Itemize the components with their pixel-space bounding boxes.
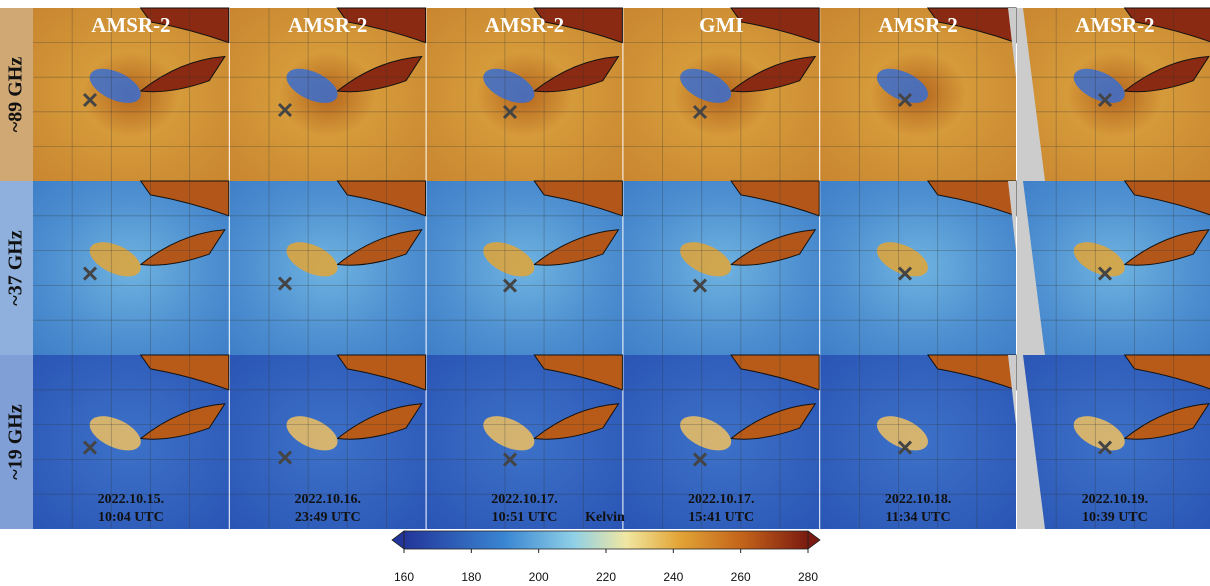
colorbar-tick-label: 280 [798,570,818,584]
colorbar-extend-high [808,531,820,549]
date-label: 2022.10.15. [98,492,165,507]
time-label: 15:41 UTC [688,510,754,525]
row-label: ~19 GHz [5,404,27,480]
colorbar-ramp [404,531,808,549]
date-label: 2022.10.19. [1082,492,1149,507]
sensor-label: GMI [699,13,743,37]
time-label: 10:04 UTC [98,510,164,525]
sensor-label: AMSR-2 [1075,13,1154,37]
sensor-label: AMSR-2 [288,13,367,37]
colorbar-tick-label: 260 [731,570,751,584]
colorbar-tick-label: 220 [596,570,616,584]
time-label: 10:39 UTC [1082,510,1148,525]
colorbar-tick-label: 180 [461,570,481,584]
time-label: 11:34 UTC [886,510,951,525]
colorbar-label: Kelvin [585,510,625,525]
row-label: ~89 GHz [5,57,27,133]
panel-grid: ~89 GHz AMSR-2 AMSR-2 AMSR-2 GMI AMSR-2 AMSR-2… [0,8,1210,529]
date-label: 2022.10.17. [491,492,558,507]
date-label: 2022.10.16. [294,492,361,507]
time-label: 10:51 UTC [492,510,558,525]
colorbar-tick-label: 200 [529,570,549,584]
date-label: 2022.10.18. [885,492,952,507]
figure: ~89 GHz AMSR-2 AMSR-2 AMSR-2 GMI AMSR-2 AMSR-2… [0,0,1210,586]
row-label: ~37 GHz [5,230,27,306]
time-label: 23:49 UTC [295,510,361,525]
date-label: 2022.10.17. [688,492,755,507]
colorbar-tick-label: 240 [663,570,683,584]
sensor-label: AMSR-2 [485,13,564,37]
sensor-label: AMSR-2 [91,13,170,37]
colorbar-extend-low [392,531,404,549]
sensor-label: AMSR-2 [878,13,957,37]
colorbar-tick-label: 160 [394,570,414,584]
